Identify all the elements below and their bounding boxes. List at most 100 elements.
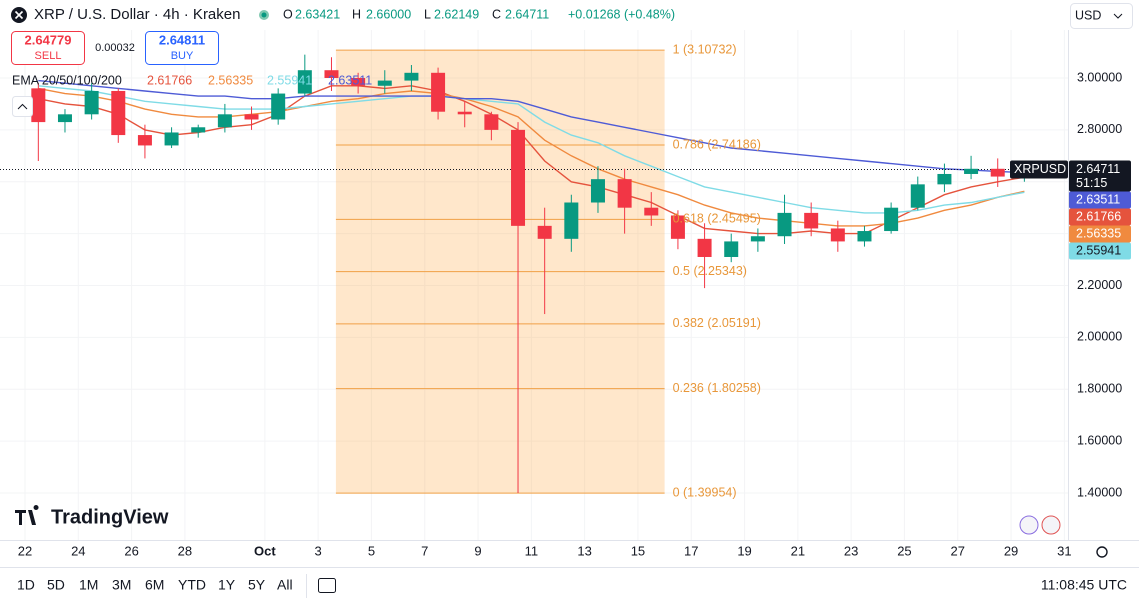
candle-body — [857, 231, 872, 242]
date-range-icon[interactable] — [318, 578, 336, 593]
ema-line — [38, 85, 1025, 214]
x-tick-label: 27 — [951, 543, 965, 558]
indicator-values: 2.61766 2.56335 2.55941 2.63511 — [147, 73, 372, 87]
fib-label: 0.618 (2.45495) — [673, 212, 761, 226]
ema-badge-label: 2.56335 — [1076, 226, 1121, 240]
ohlc-key: H — [352, 7, 361, 21]
x-tick-label: 11 — [525, 543, 539, 558]
ohlc-key: C — [492, 7, 501, 21]
range-button[interactable]: 1D — [17, 577, 35, 593]
ohlc-value: 2.66000 — [366, 7, 411, 21]
buy-price[interactable]: 2.64811 — [159, 32, 205, 47]
candle-body — [271, 93, 286, 120]
range-button[interactable]: 1M — [79, 577, 98, 593]
candle-body — [910, 184, 925, 208]
x-tick-label: Oct — [254, 543, 276, 558]
ema-badge-label: 2.61766 — [1076, 209, 1121, 223]
buy-button[interactable] — [145, 31, 219, 65]
sell-price[interactable]: 2.64779 — [25, 32, 72, 47]
spread: 0.00032 — [95, 42, 135, 54]
ema-badge — [1069, 208, 1131, 226]
candle-body — [431, 72, 446, 112]
x-tick-label: 3 — [315, 543, 322, 558]
x-tick-label: 28 — [178, 543, 192, 558]
fib-label: 0.786 (2.74186) — [673, 137, 761, 151]
range-button[interactable]: YTD — [178, 577, 206, 593]
x-tick-label: 29 — [1004, 543, 1018, 558]
fib-label: 1 (3.10732) — [673, 42, 737, 56]
candle-body — [590, 179, 605, 203]
candle-body — [964, 168, 979, 174]
candle-body — [670, 215, 685, 239]
x-tick-label: 7 — [421, 543, 428, 558]
x-tick-label: 5 — [368, 543, 375, 558]
ohlc-value: 2.62149 — [434, 7, 479, 21]
ohlc-value: 2.64711 — [505, 7, 549, 21]
settings-icon[interactable] — [1096, 546, 1108, 558]
event-flag[interactable] — [1041, 515, 1061, 535]
currency-select[interactable] — [1070, 3, 1133, 29]
candle-body — [377, 80, 392, 86]
y-tick-label: 1.80000 — [1077, 382, 1122, 396]
ema-line — [38, 79, 1025, 174]
candle-body — [484, 114, 499, 130]
sell-label[interactable]: SELL — [35, 50, 62, 62]
candle-body — [617, 179, 632, 208]
candle-body — [404, 72, 419, 81]
watermark: TradingView — [51, 506, 169, 528]
x-tick-label: 19 — [737, 543, 751, 558]
candle-body — [750, 236, 765, 242]
candle-body — [644, 207, 659, 216]
last-price-label: 2.64711 — [1076, 162, 1120, 176]
symbol-title[interactable]: XRP / U.S. Dollar · 4h · Kraken — [34, 6, 240, 23]
fib-label: 0.382 (2.05191) — [673, 316, 761, 330]
candle-body — [244, 114, 259, 120]
ema-badge — [1069, 225, 1131, 243]
ohlc-key: O — [283, 7, 293, 21]
x-tick-label: 15 — [631, 543, 645, 558]
fib-label: 0.236 (1.80258) — [673, 381, 761, 395]
x-tick-label: 31 — [1057, 543, 1071, 558]
x-tick-label: 23 — [844, 543, 858, 558]
x-tick-label: 21 — [791, 543, 805, 558]
ohlc-legend: O 2.63421 H 2.66000 L 2.62149 C 2.64711 — [283, 7, 549, 21]
ema-badge-label: 2.55941 — [1076, 243, 1121, 257]
currency-label[interactable]: USD — [1075, 8, 1101, 22]
y-tick-label: 2.00000 — [1077, 330, 1122, 344]
symbol-badge — [1010, 160, 1068, 179]
y-tick-label: 1.40000 — [1077, 485, 1122, 499]
ema-badge — [1069, 191, 1131, 209]
market-status-dot — [261, 12, 267, 18]
last-price-badge — [1069, 160, 1131, 192]
x-tick-label: 24 — [71, 543, 85, 558]
candle-body — [537, 225, 552, 239]
range-button[interactable]: 3M — [112, 577, 131, 593]
candle-body — [990, 168, 1005, 177]
legend-toggle[interactable] — [12, 96, 33, 117]
range-button[interactable]: 5D — [47, 577, 65, 593]
candle-body — [84, 90, 99, 115]
sell-button[interactable] — [11, 31, 85, 65]
candle-body — [937, 173, 952, 185]
range-button[interactable]: All — [277, 577, 293, 593]
x-tick-label: 25 — [897, 543, 911, 558]
y-tick-label: 1.60000 — [1077, 433, 1122, 447]
candle-body — [164, 132, 179, 146]
candle-body — [137, 135, 152, 146]
toolbar: 1D 5D 1M 3M 6M YTD 1Y 5Y All — [17, 577, 293, 593]
legend-toggle-icon — [17, 103, 28, 110]
y-tick-label: 2.20000 — [1077, 278, 1122, 292]
candle-body — [697, 238, 712, 257]
event-flag[interactable] — [1019, 515, 1039, 535]
indicator-name[interactable]: EMA 20/50/100/200 — [12, 73, 122, 87]
clock: 11:08:45 UTC — [1041, 577, 1127, 593]
buy-label[interactable]: BUY — [171, 50, 194, 62]
candle-body — [191, 127, 206, 133]
ema-line — [38, 87, 1025, 227]
x-tick-label: 26 — [124, 543, 138, 558]
candle-body — [777, 212, 792, 237]
range-button[interactable]: 1Y — [218, 577, 236, 593]
range-button[interactable]: 5Y — [248, 577, 266, 593]
range-button[interactable]: 6M — [145, 577, 164, 593]
